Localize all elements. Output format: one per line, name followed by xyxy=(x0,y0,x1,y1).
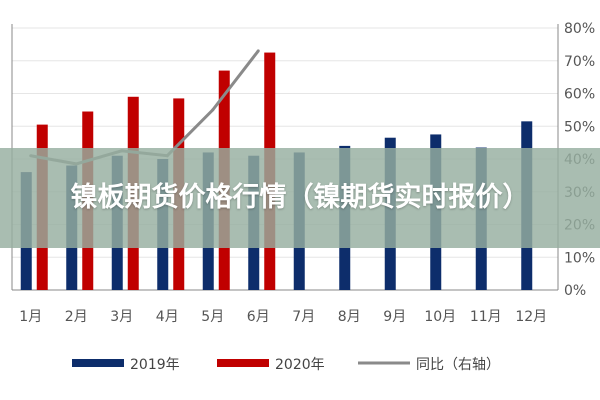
y-tick-label: 70% xyxy=(564,54,595,70)
legend: 2019年 2020年 同比（右轴） xyxy=(72,357,500,373)
x-tick-label: 9月 xyxy=(383,309,406,325)
yoy-point xyxy=(256,49,260,53)
legend-swatch xyxy=(72,359,124,367)
x-tick-label: 4月 xyxy=(156,309,179,325)
legend-label: 2020年 xyxy=(275,357,325,373)
overlay-title: 镍板期货价格行情（镍期货实时报价） xyxy=(70,182,530,213)
x-tick-label: 1月 xyxy=(19,309,42,325)
x-tick-label: 11月 xyxy=(470,309,502,325)
y-tick-label: 0% xyxy=(564,283,586,299)
x-tick-label: 5月 xyxy=(201,309,224,325)
legend-label: 同比（右轴） xyxy=(416,357,500,373)
x-tick-label: 6月 xyxy=(247,309,270,325)
legend-swatch xyxy=(217,359,269,367)
x-tick-label: 3月 xyxy=(110,309,133,325)
title-banner: 镍板期货价格行情（镍期货实时报价） xyxy=(0,148,600,248)
x-tick-label: 12月 xyxy=(515,309,547,325)
y-tick-label: 10% xyxy=(564,250,595,266)
x-tick-label: 10月 xyxy=(424,309,456,325)
legend-label: 2019年 xyxy=(130,357,180,373)
x-tick-label: 8月 xyxy=(338,309,361,325)
yoy-point xyxy=(211,108,215,112)
x-tick-label: 2月 xyxy=(65,309,88,325)
y-tick-label: 60% xyxy=(564,87,595,103)
y-tick-label: 80% xyxy=(564,21,595,37)
x-axis: 1月 2月 3月 4月 5月 6月 7月 8月 9月 10月 11月 12月 xyxy=(19,309,547,325)
x-tick-label: 7月 xyxy=(292,309,315,325)
y-tick-label: 50% xyxy=(564,119,595,135)
